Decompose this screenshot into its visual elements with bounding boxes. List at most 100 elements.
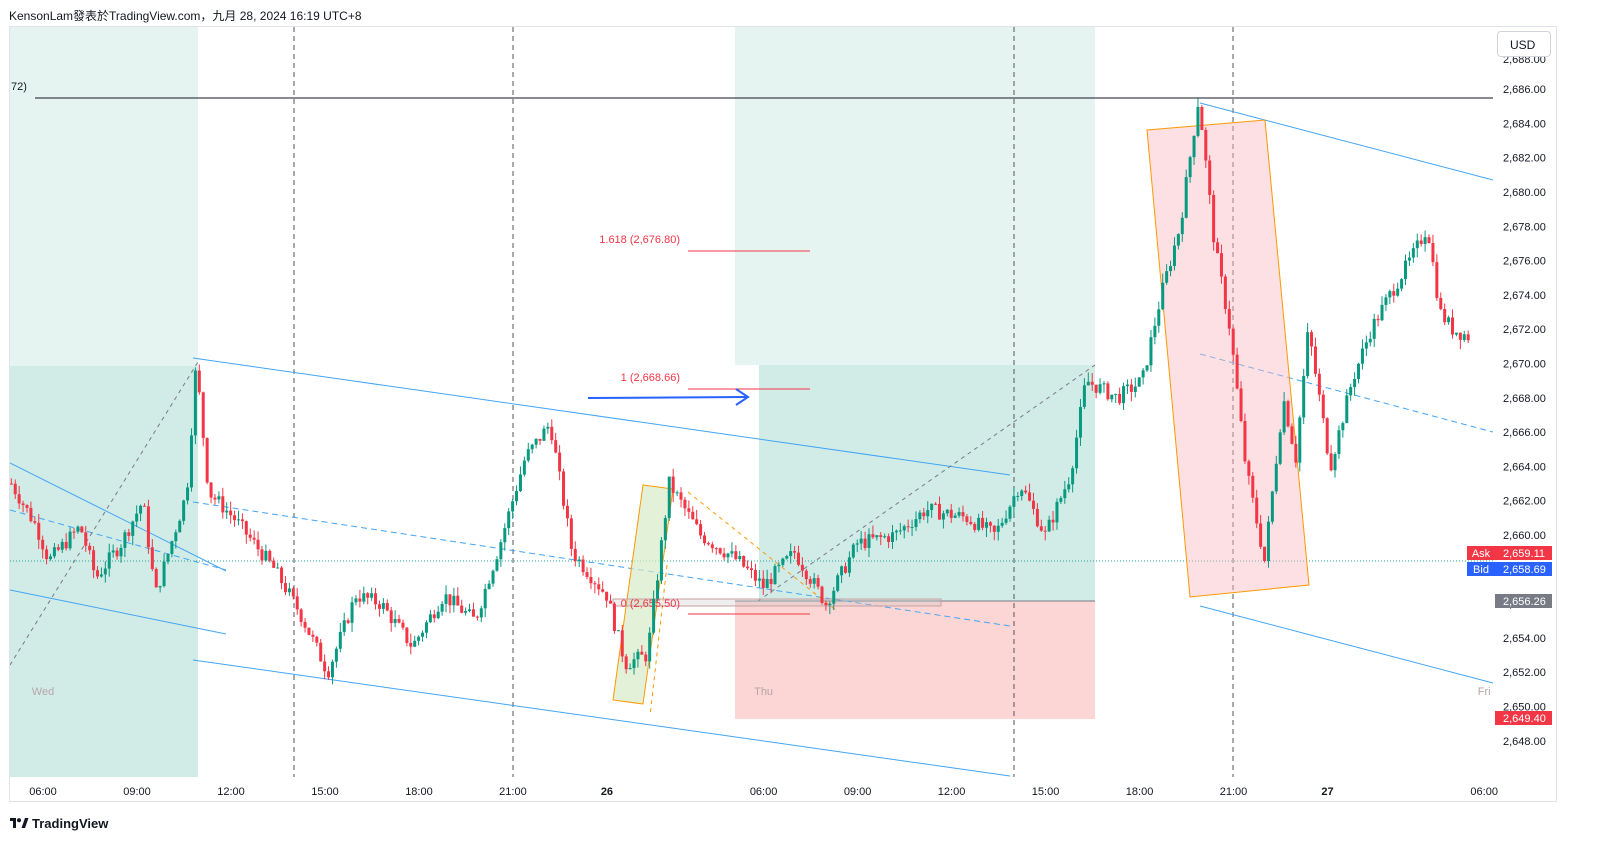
price-badge-value: 2,659.11 bbox=[1503, 548, 1545, 560]
candle-body bbox=[887, 536, 891, 542]
candle bbox=[840, 565, 844, 584]
fib-level-label: 1 (2,668.66) bbox=[621, 372, 680, 384]
candle bbox=[1251, 472, 1255, 503]
candle-body bbox=[452, 595, 456, 606]
channel-left-upper[interactable] bbox=[10, 462, 227, 572]
candle-body bbox=[1063, 489, 1067, 499]
candle-body bbox=[620, 630, 624, 657]
channel-left-lower[interactable] bbox=[10, 589, 227, 635]
price-axis[interactable]: 2,688.00 2,686.00 2,684.00 2,682.00 2,680.00… bbox=[1467, 54, 1552, 748]
candle-body bbox=[84, 532, 88, 546]
candle-body bbox=[1137, 377, 1141, 387]
candle-body bbox=[123, 532, 127, 548]
candle bbox=[898, 522, 902, 535]
candle bbox=[1051, 511, 1055, 531]
candle-body bbox=[1302, 376, 1306, 418]
candle bbox=[503, 523, 507, 551]
candle bbox=[1278, 429, 1282, 466]
candle-body bbox=[127, 532, 131, 536]
candle-body bbox=[883, 536, 887, 538]
candle-body bbox=[221, 496, 225, 513]
candle-body bbox=[1212, 194, 1216, 243]
candle bbox=[800, 557, 804, 577]
candle-body bbox=[746, 566, 750, 569]
candle-body bbox=[1372, 318, 1376, 339]
candle-body bbox=[409, 642, 413, 647]
candle bbox=[123, 529, 127, 557]
candle bbox=[1000, 517, 1004, 528]
candle bbox=[988, 521, 992, 533]
candle-body bbox=[624, 656, 628, 670]
candle-body bbox=[248, 534, 252, 538]
candle-body bbox=[229, 510, 233, 516]
candle-body bbox=[757, 578, 761, 581]
candle bbox=[597, 577, 601, 596]
candle-body bbox=[503, 528, 507, 543]
candle bbox=[1141, 368, 1145, 385]
candle-body bbox=[1157, 309, 1161, 326]
candle-body bbox=[636, 651, 640, 660]
channel-left-mid[interactable] bbox=[10, 509, 227, 571]
price-badge-value: 2,649.40 bbox=[1503, 713, 1546, 725]
candle bbox=[432, 609, 436, 623]
candle bbox=[1075, 429, 1079, 474]
candle bbox=[464, 607, 468, 616]
chart-frame[interactable] bbox=[9, 26, 1557, 802]
channel-main-upper[interactable] bbox=[192, 357, 1011, 476]
candle-body bbox=[699, 524, 703, 536]
flag-rectangle-red[interactable] bbox=[1146, 119, 1310, 598]
candle-body bbox=[1231, 328, 1235, 355]
candle-body bbox=[17, 494, 21, 504]
candle bbox=[1118, 387, 1122, 406]
candle bbox=[726, 552, 730, 564]
candle bbox=[1231, 326, 1235, 362]
candle-body bbox=[797, 552, 801, 565]
candle bbox=[558, 445, 562, 481]
candle bbox=[88, 542, 92, 555]
candle-body bbox=[491, 570, 495, 584]
candle-body bbox=[675, 492, 679, 494]
candle bbox=[1028, 483, 1032, 502]
candle-body bbox=[832, 590, 836, 604]
candle-body bbox=[1364, 342, 1368, 349]
candle-body bbox=[334, 648, 338, 662]
candle bbox=[1071, 465, 1075, 493]
channel-right-lower[interactable] bbox=[1199, 605, 1493, 684]
candle bbox=[487, 580, 491, 590]
candle bbox=[252, 530, 256, 545]
arrow-shaft[interactable] bbox=[587, 396, 747, 399]
time-axis[interactable]: 06:00 09:00 12:00 15:00 18:00 21:00 26 06:00 09:… bbox=[29, 786, 1498, 798]
time-tick-label: 06:00 bbox=[750, 786, 778, 798]
candle-body bbox=[1204, 129, 1208, 161]
candle-body bbox=[1165, 271, 1169, 283]
price-tick-label: 2,664.00 bbox=[1503, 461, 1546, 473]
price-tick-label: 2,680.00 bbox=[1503, 187, 1546, 199]
candle-body bbox=[902, 526, 906, 531]
candle bbox=[1325, 417, 1329, 456]
channel-main-lower[interactable] bbox=[192, 659, 1011, 777]
candle bbox=[428, 609, 432, 624]
candle bbox=[1310, 330, 1314, 356]
candle-body bbox=[988, 522, 992, 526]
candle bbox=[377, 600, 381, 617]
currency-button[interactable]: USD bbox=[1497, 31, 1551, 57]
candle-body bbox=[362, 593, 366, 602]
candle bbox=[1302, 368, 1306, 425]
time-tick-label: 15:00 bbox=[311, 786, 339, 798]
candle bbox=[366, 591, 370, 605]
candle-body bbox=[354, 598, 358, 603]
plot-area[interactable]: 1.618 (2,676.80) 1 (2,668.66) 0 (2,655.50)… bbox=[10, 27, 1493, 777]
channel-main-mid[interactable] bbox=[192, 501, 1011, 627]
candle bbox=[691, 506, 695, 520]
candle-body bbox=[855, 543, 859, 545]
time-tick-label: 27 bbox=[1321, 786, 1333, 798]
candle-body bbox=[773, 566, 777, 585]
channel-right-upper[interactable] bbox=[1199, 102, 1493, 181]
candle bbox=[1321, 390, 1325, 424]
candle-body bbox=[687, 508, 691, 512]
candle bbox=[581, 555, 585, 576]
candle-body bbox=[518, 474, 522, 492]
flag-rectangle-green[interactable] bbox=[612, 484, 674, 705]
candle bbox=[863, 531, 867, 551]
